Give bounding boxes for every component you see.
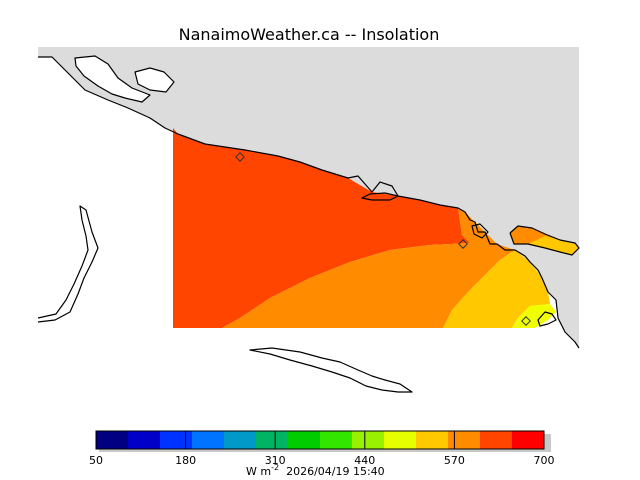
south-east-coastline	[537, 311, 557, 327]
colorbar-segment	[288, 431, 321, 449]
colorbar-tick-label: 50	[89, 454, 103, 467]
field-patch-east-inner	[528, 236, 579, 255]
unit-exponent: -2	[271, 463, 280, 472]
colorbar-frame	[95, 430, 545, 450]
west-island-coastline	[37, 205, 99, 323]
colorbar-tick-labels: 50 180 310 440 570 700	[89, 454, 555, 467]
coast-inlet-3	[471, 223, 489, 239]
colorbar-segment	[128, 431, 161, 449]
station-marker-3	[521, 316, 531, 326]
colorbar-segment	[160, 431, 193, 449]
colorbar-segment	[96, 431, 129, 449]
colorbar-segment	[480, 431, 513, 449]
island-nw-2	[134, 67, 175, 93]
unit-label: W m	[246, 465, 272, 478]
colorbar-segment	[384, 431, 417, 449]
mainland-land	[38, 47, 579, 348]
colorbar-segments	[96, 431, 545, 449]
colorbar-tick-label: 440	[354, 454, 375, 467]
colorbar-segment	[224, 431, 257, 449]
colorbar-footer: W m-2 2026/04/19 15:40	[246, 463, 385, 478]
colorbar-segment	[448, 431, 481, 449]
colorbar-segment	[416, 431, 449, 449]
colorbar-tick-label: 700	[534, 454, 555, 467]
colorbar-segment	[352, 431, 385, 449]
colorbar-segment	[192, 431, 225, 449]
colorbar: 50 180 310 440 570 700	[89, 430, 555, 467]
insolation-field	[173, 128, 579, 328]
station-markers	[235, 152, 531, 326]
colorbar-segment	[256, 431, 289, 449]
coast-inlet-2	[509, 225, 580, 256]
colorbar-ticks	[185, 431, 455, 449]
colorbar-tick-label: 310	[265, 454, 286, 467]
page-title: NanaimoWeather.ca -- Insolation	[178, 25, 440, 44]
station-marker-2	[458, 239, 468, 249]
field-band-2	[222, 208, 515, 328]
field-band-3	[443, 250, 550, 328]
timestamp: 2026/04/19 15:40	[286, 465, 385, 478]
colorbar-segment	[512, 431, 545, 449]
colorbar-tick-label: 180	[175, 454, 196, 467]
colorbar-tick-label: 570	[444, 454, 465, 467]
mainland-coastline	[38, 56, 580, 349]
colorbar-segment	[320, 431, 353, 449]
field-band-1	[173, 128, 470, 328]
south-island-coastline	[249, 347, 413, 393]
station-marker-1	[235, 152, 245, 162]
coastlines	[37, 55, 580, 393]
island-nw-1	[74, 55, 151, 103]
coast-inlet-1	[361, 192, 399, 201]
